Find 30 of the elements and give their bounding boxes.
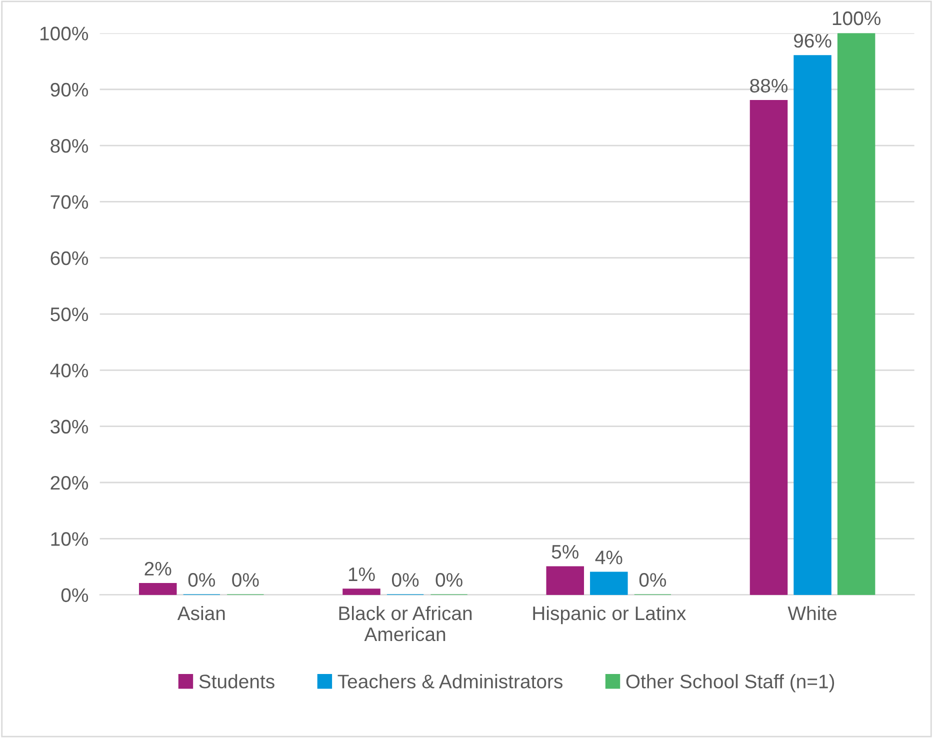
x-tick-label: White <box>788 606 837 620</box>
data-label: 96% <box>794 34 832 48</box>
data-label: 2% <box>144 562 172 576</box>
data-label: 5% <box>552 545 578 559</box>
data-label: 1% <box>348 568 375 582</box>
y-tick-label: 0% <box>61 588 88 602</box>
data-label: 4% <box>595 550 622 564</box>
y-tick-label: 40% <box>50 364 88 378</box>
legend-label: Students <box>199 674 274 688</box>
y-tick-label: 80% <box>50 139 88 153</box>
data-label: 88% <box>750 78 788 93</box>
y-tick-label: 90% <box>50 82 88 97</box>
data-label: 100% <box>832 11 880 26</box>
y-tick-label: 70% <box>50 195 88 209</box>
y-tick-label: 20% <box>50 476 88 490</box>
data-label: 0% <box>232 573 259 587</box>
y-tick-label: 60% <box>50 251 88 266</box>
legend-label: Teachers & Administrators <box>338 674 562 688</box>
x-tick-label: Asian <box>177 606 225 620</box>
data-label: 0% <box>639 573 666 587</box>
data-label: 0% <box>392 573 419 587</box>
data-label: 0% <box>436 573 462 587</box>
x-tick-label: Black or African American <box>339 606 472 642</box>
y-tick-label: 50% <box>50 307 88 322</box>
legend-label: Other School Staff (n=1) <box>626 674 834 692</box>
y-tick-label: 30% <box>50 420 88 434</box>
y-tick-label: 100% <box>40 26 88 40</box>
data-label: 0% <box>188 573 216 587</box>
y-tick-label: 10% <box>51 532 88 546</box>
x-tick-label: Hispanic or Latinx <box>533 606 686 624</box>
